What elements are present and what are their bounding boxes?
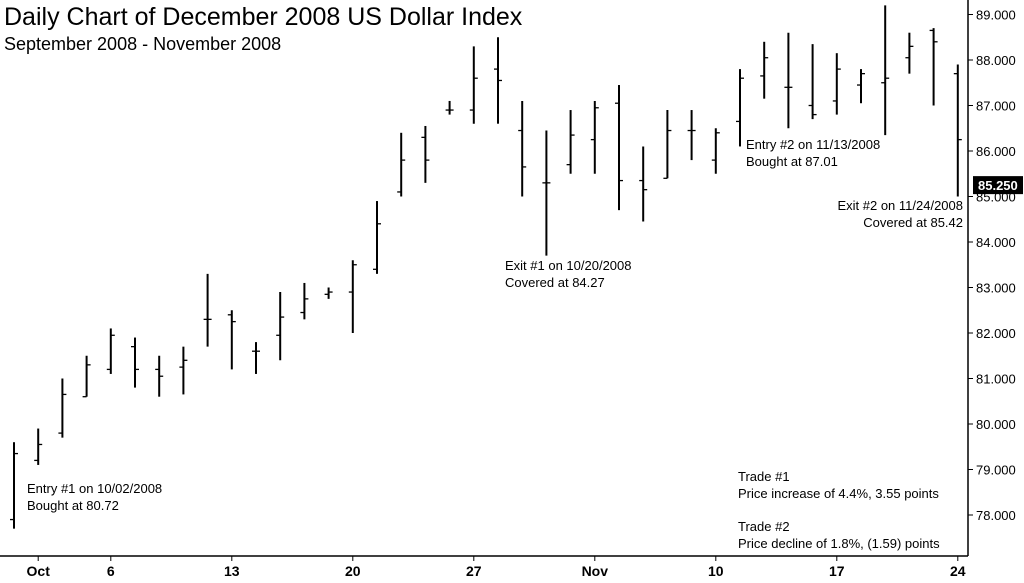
ohlc-bar [252,342,260,374]
ohlc-bar [687,110,696,161]
ohlc-bar [348,260,357,333]
ohlc-bar [566,110,575,174]
ohlc-bar [663,110,672,179]
ohlc-bar [155,355,164,397]
ohlc-bar [832,53,841,115]
ohlc-bar [397,132,406,197]
price-bars [10,5,962,529]
ohlc-bar [106,328,115,374]
ohlc-bar [929,28,938,106]
ohlc-bar [494,37,502,124]
ohlc-bar [300,282,309,320]
y-tick-label: 83.000 [976,281,1016,296]
annotation-line: Exit #1 on 10/20/2008 [505,258,632,273]
annotation-line: Price increase of 4.4%, 3.55 points [738,486,939,501]
x-tick-label: 24 [950,563,966,578]
chart-subtitle: September 2008 - November 2008 [4,34,282,54]
ohlc-bar [227,310,236,370]
annotation-entry-2: Entry #2 on 11/13/2008 Bought at 87.01 [746,136,880,170]
y-tick-label: 78.000 [976,508,1016,523]
y-tick-label: 84.000 [976,235,1016,250]
y-tick-label: 86.000 [976,144,1016,159]
y-tick-label: 89.000 [976,8,1016,23]
ohlc-bar [469,46,478,124]
annotation-line: Trade #1 [738,469,790,484]
x-tick-label: 10 [708,563,724,578]
y-tick-label: 88.000 [976,53,1016,68]
annotation-line: Covered at 84.27 [505,275,605,290]
ohlc-bar [736,69,744,147]
y-tick-label: 82.000 [976,326,1016,341]
ohlc-bar [542,130,551,256]
annotation-line: Trade #2 [738,519,790,534]
ohlc-bar [203,273,212,347]
annotation-line: Entry #1 on 10/02/2008 [27,481,163,496]
annotation-line: Price decline of 1.8%, (1.59) points [738,536,940,551]
ohlc-bar [808,44,817,120]
ohlc-bar [445,100,454,115]
ohlc-bar [518,100,527,197]
x-tick-label: 20 [345,563,361,578]
chart-title: Daily Chart of December 2008 US Dollar I… [4,3,523,31]
ohlc-bar [784,32,793,129]
ohlc-bar [276,292,285,361]
annotation-line: Bought at 80.72 [27,498,119,513]
ohlc-bar [131,337,139,388]
ohlc-bar [857,69,865,104]
ohlc-bar [421,125,430,183]
date-axis: Oct 6 13 20 27 Nov 10 17 24 [0,555,968,579]
ohlc-bar [711,128,720,174]
ohlc-bar [10,442,18,529]
x-tick-label: 6 [107,563,115,578]
x-tick-label: 17 [829,563,845,578]
ohlc-bar [82,355,91,398]
annotation-line: Exit #2 on 11/24/2008 [837,198,963,213]
x-tick-label: 13 [224,563,240,578]
annotation-line: Covered at 85.42 [863,215,963,230]
price-axis: 78.000 79.000 80.000 81.000 82.000 83.000 84.0… [967,0,1023,556]
y-tick-label: 81.000 [976,372,1016,387]
annotation-exit-2: Exit #2 on 11/24/2008 Covered at 85.42 [790,197,963,231]
annotation-line: Bought at 87.01 [746,154,838,169]
ohlc-bar [881,5,890,136]
ohlc-bar [615,85,623,211]
x-tick-label: Oct [27,563,51,578]
ohlc-bar [760,41,769,99]
last-price-marker: 85.250 [973,176,1023,195]
ohlc-bar [373,201,381,274]
ohlc-bar [58,378,67,438]
ohlc-bar [953,64,962,197]
last-price-box [973,176,1023,195]
y-tick-label: 80.000 [976,417,1016,432]
annotation-line: Entry #2 on 11/13/2008 [746,137,881,152]
ohlc-bar [179,346,188,395]
last-price-label: 85.250 [978,178,1018,193]
trade-2-summary: Trade #2 Price decline of 1.8%, (1.59) p… [738,518,940,552]
y-tick-label: 87.000 [976,99,1016,114]
x-tick-label: Nov [582,563,609,578]
ohlc-bar [34,428,43,465]
ohlc-bar [905,32,914,74]
annotation-exit-1: Exit #1 on 10/20/2008 Covered at 84.27 [505,257,632,291]
x-tick-label: 27 [466,563,482,578]
ohlc-bar [590,100,599,174]
ohlc-bar [324,287,333,299]
trade-1-summary: Trade #1 Price increase of 4.4%, 3.55 po… [738,468,939,502]
ohlc-bar [639,146,648,222]
annotation-entry-1: Entry #1 on 10/02/2008 Bought at 80.72 [27,480,162,514]
y-tick-label: 79.000 [976,463,1016,478]
